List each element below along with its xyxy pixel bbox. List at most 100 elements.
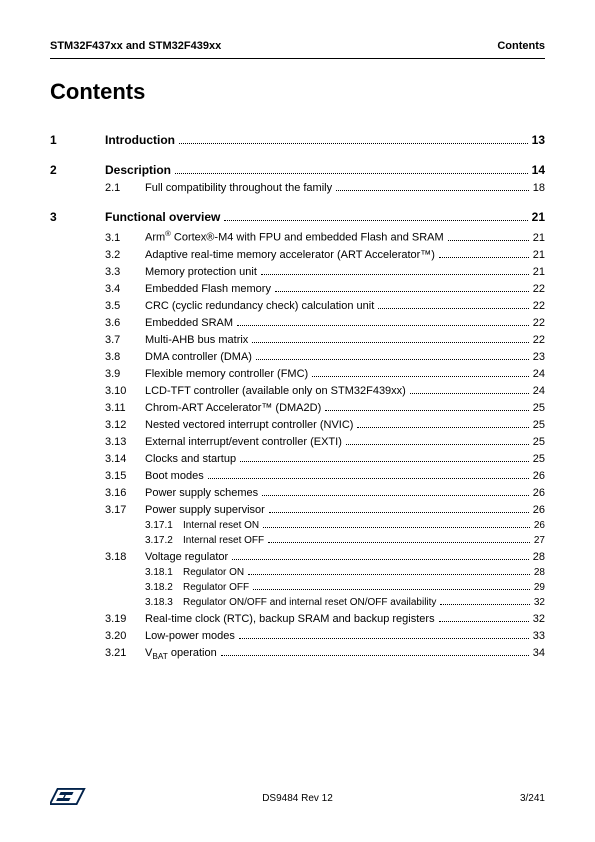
section-label: Description (105, 163, 171, 177)
leader-dots (269, 512, 529, 513)
toc-subsection[interactable]: 3.19Real-time clock (RTC), backup SRAM a… (105, 613, 545, 625)
footer-center: DS9484 Rev 12 (262, 793, 333, 804)
subsection-label: Full compatibility throughout the family (145, 182, 332, 194)
toc-subsection[interactable]: 3.20Low-power modes 33 (105, 630, 545, 642)
toc-subsection[interactable]: 3.11Chrom-ART Accelerator™ (DMA2D) 25 (105, 402, 545, 414)
subsection-page: 22 (533, 317, 545, 329)
subsection-page: 18 (533, 182, 545, 194)
page-header: STM32F437xx and STM32F439xx Contents (50, 40, 545, 59)
subsection-page: 33 (533, 630, 545, 642)
leader-dots (221, 655, 529, 656)
toc-subsection[interactable]: 3.4Embedded Flash memory 22 (105, 283, 545, 295)
subsubsection-label: Internal reset ON (183, 520, 259, 531)
subsection-label: Memory protection unit (145, 266, 257, 278)
subsection-page: 24 (533, 368, 545, 380)
subsection-label: Boot modes (145, 470, 204, 482)
subsubsection-page: 32 (534, 597, 545, 608)
leader-dots (237, 325, 529, 326)
subsection-page: 26 (533, 470, 545, 482)
toc-subsection[interactable]: 3.12Nested vectored interrupt controller… (105, 419, 545, 431)
subsection-label: VBAT operation (145, 647, 217, 661)
subsection-page: 28 (533, 551, 545, 563)
toc-subsubsection[interactable]: 3.18.2Regulator OFF 29 (145, 582, 545, 593)
subsection-label: Adaptive real-time memory accelerator (A… (145, 249, 435, 261)
subsubsection-page: 29 (534, 582, 545, 593)
toc-subsubsection[interactable]: 3.18.3Regulator ON/OFF and internal rese… (145, 597, 545, 608)
subsection-number: 3.19 (105, 613, 145, 625)
leader-dots (240, 461, 529, 462)
leader-dots (262, 495, 529, 496)
leader-dots (239, 638, 529, 639)
section-page: 13 (532, 133, 545, 147)
leader-dots (439, 621, 529, 622)
toc-subsection[interactable]: 3.16Power supply schemes 26 (105, 487, 545, 499)
leader-dots (336, 190, 529, 191)
leader-dots (439, 257, 529, 258)
toc-subsection[interactable]: 3.2Adaptive real-time memory accelerator… (105, 249, 545, 261)
page-footer: DS9484 Rev 12 3/241 (50, 784, 545, 812)
toc-subsection[interactable]: 3.5CRC (cyclic redundancy check) calcula… (105, 300, 545, 312)
subsubsection-page: 27 (534, 535, 545, 546)
toc-subsection[interactable]: 3.15Boot modes 26 (105, 470, 545, 482)
toc-subsection[interactable]: 3.6Embedded SRAM 22 (105, 317, 545, 329)
toc-subsection[interactable]: 3.10LCD-TFT controller (available only o… (105, 385, 545, 397)
subsection-page: 22 (533, 300, 545, 312)
leader-dots (208, 478, 529, 479)
subsection-number: 3.12 (105, 419, 145, 431)
leader-dots (448, 240, 529, 241)
subsection-label: LCD-TFT controller (available only on ST… (145, 385, 406, 397)
subsection-label: Real-time clock (RTC), backup SRAM and b… (145, 613, 435, 625)
subsubsection-number: 3.17.1 (145, 520, 183, 531)
toc-subsection[interactable]: 3.13External interrupt/event controller … (105, 436, 545, 448)
subsection-label: Power supply schemes (145, 487, 258, 499)
toc-subsection[interactable]: 3.18Voltage regulator 28 (105, 551, 545, 563)
subsubsection-label: Regulator ON/OFF and internal reset ON/O… (183, 597, 436, 608)
subsection-page: 21 (533, 232, 545, 244)
toc-subsection[interactable]: 3.14Clocks and startup 25 (105, 453, 545, 465)
subsection-page: 34 (533, 647, 545, 659)
toc-subsection[interactable]: 3.21VBAT operation 34 (105, 647, 545, 661)
subsection-label: Clocks and startup (145, 453, 236, 465)
leader-dots (253, 589, 530, 590)
toc-subsubsection[interactable]: 3.18.1Regulator ON 28 (145, 567, 545, 578)
leader-dots (179, 143, 528, 144)
subsection-page: 24 (533, 385, 545, 397)
toc-subsection[interactable]: 3.3Memory protection unit 21 (105, 266, 545, 278)
subsection-label: Embedded Flash memory (145, 283, 271, 295)
subsection-label: Arm® Cortex®-M4 with FPU and embedded Fl… (145, 229, 444, 244)
leader-dots (268, 542, 530, 543)
page-title: Contents (50, 79, 545, 105)
subsection-number: 3.15 (105, 470, 145, 482)
subsubsection-page: 26 (534, 520, 545, 531)
toc-subsubsection[interactable]: 3.17.1Internal reset ON 26 (145, 520, 545, 531)
section-page: 21 (532, 210, 545, 224)
subsection-number: 3.7 (105, 334, 145, 346)
toc-subsection[interactable]: 2.1Full compatibility throughout the fam… (105, 182, 545, 194)
subsection-label: Embedded SRAM (145, 317, 233, 329)
subsection-number: 3.6 (105, 317, 145, 329)
subsubsection-label: Regulator ON (183, 567, 244, 578)
toc-subsection[interactable]: 3.17Power supply supervisor 26 (105, 504, 545, 516)
toc-subsubsection[interactable]: 3.17.2Internal reset OFF 27 (145, 535, 545, 546)
subsection-label: Nested vectored interrupt controller (NV… (145, 419, 353, 431)
toc-section[interactable]: 3Functional overview 21 (50, 210, 545, 224)
section-label: Introduction (105, 133, 175, 147)
subsection-number: 3.18 (105, 551, 145, 563)
toc-subsection[interactable]: 3.1Arm® Cortex®-M4 with FPU and embedded… (105, 229, 545, 244)
leader-dots (357, 427, 528, 428)
subsubsection-page: 28 (534, 567, 545, 578)
subsection-number: 3.16 (105, 487, 145, 499)
toc-subsection[interactable]: 3.8DMA controller (DMA) 23 (105, 351, 545, 363)
subsection-number: 3.1 (105, 232, 145, 244)
toc-subsection[interactable]: 3.9Flexible memory controller (FMC) 24 (105, 368, 545, 380)
subsection-page: 22 (533, 283, 545, 295)
subsection-number: 3.14 (105, 453, 145, 465)
toc-subsection[interactable]: 3.7Multi-AHB bus matrix 22 (105, 334, 545, 346)
toc-section[interactable]: 1Introduction 13 (50, 133, 545, 147)
subsection-page: 25 (533, 453, 545, 465)
toc-section[interactable]: 2Description 14 (50, 163, 545, 177)
header-right: Contents (497, 40, 545, 52)
subsection-number: 3.17 (105, 504, 145, 516)
subsection-number: 3.8 (105, 351, 145, 363)
leader-dots (325, 410, 529, 411)
